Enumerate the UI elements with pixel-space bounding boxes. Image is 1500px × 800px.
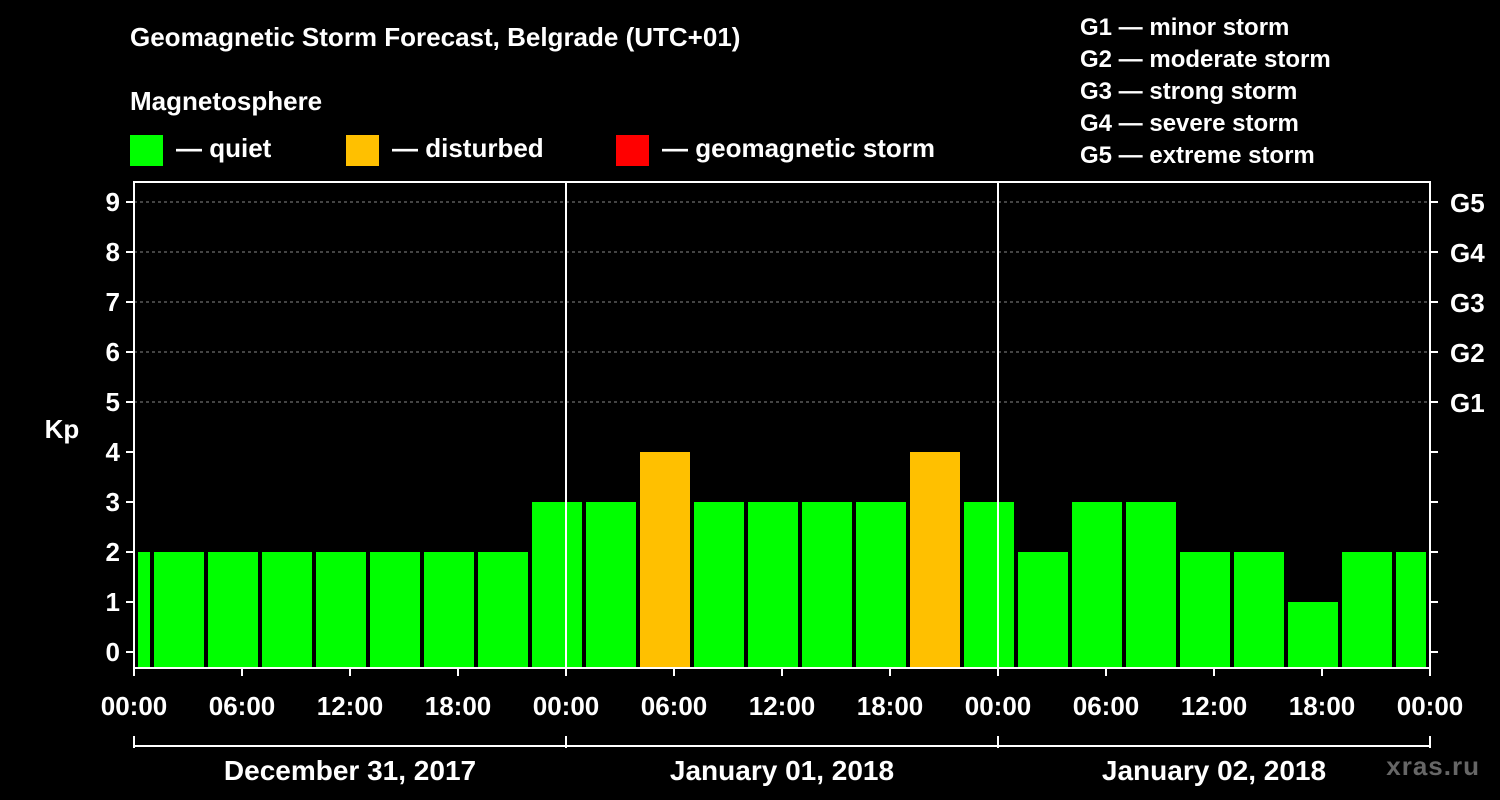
bar xyxy=(370,552,420,668)
x-tick-label: 18:00 xyxy=(425,691,492,721)
g-axis-label: G5 xyxy=(1450,188,1485,218)
bar xyxy=(802,502,852,668)
y-tick-label: 6 xyxy=(106,337,120,367)
g-scale-g2: G2 — moderate storm xyxy=(1080,46,1331,73)
x-tick-label: 06:00 xyxy=(209,691,276,721)
x-tick-label: 00:00 xyxy=(101,691,168,721)
bar xyxy=(1126,502,1176,668)
y-tick-label: 0 xyxy=(106,637,120,667)
date-label: December 31, 2017 xyxy=(224,755,476,786)
bar xyxy=(1180,552,1230,668)
x-tick-label: 18:00 xyxy=(1289,691,1356,721)
bar xyxy=(1342,552,1392,668)
legend-label-disturbed: — disturbed xyxy=(392,133,544,163)
legend-heading: Magnetosphere xyxy=(130,86,323,116)
bar xyxy=(586,502,636,668)
bar xyxy=(316,552,366,668)
legend-swatch-disturbed xyxy=(346,135,379,166)
g-scale-g3: G3 — strong storm xyxy=(1080,78,1298,105)
g-scale-g4: G4 — severe storm xyxy=(1080,110,1299,137)
bar xyxy=(154,552,204,668)
x-tick-label: 18:00 xyxy=(857,691,924,721)
y-tick-label: 4 xyxy=(106,437,121,467)
x-tick-label: 12:00 xyxy=(317,691,384,721)
bar xyxy=(1018,552,1068,668)
x-tick-label: 12:00 xyxy=(1181,691,1248,721)
bar xyxy=(424,552,474,668)
watermark: xras.ru xyxy=(1386,751,1480,781)
y-axis-label: Kp xyxy=(45,414,80,444)
g-axis-label: G1 xyxy=(1450,388,1485,418)
bar xyxy=(262,552,312,668)
x-tick-label: 00:00 xyxy=(965,691,1032,721)
x-tick-label: 06:00 xyxy=(641,691,708,721)
bar xyxy=(694,502,744,668)
bar xyxy=(532,502,582,668)
chart-title: Geomagnetic Storm Forecast, Belgrade (UT… xyxy=(130,22,741,52)
g-axis-label: G3 xyxy=(1450,288,1485,318)
x-tick-label: 12:00 xyxy=(749,691,816,721)
x-tick-label: 00:00 xyxy=(533,691,600,721)
bar xyxy=(138,552,150,668)
y-tick-label: 8 xyxy=(106,237,120,267)
bar xyxy=(478,552,528,668)
date-label: January 01, 2018 xyxy=(670,755,894,786)
legend-swatch-quiet xyxy=(130,135,163,166)
g-scale-g5: G5 — extreme storm xyxy=(1080,142,1315,169)
y-tick-label: 3 xyxy=(106,487,120,517)
y-tick-label: 2 xyxy=(106,537,120,567)
legend-swatch-storm xyxy=(616,135,649,166)
bar xyxy=(748,502,798,668)
g-axis-label: G2 xyxy=(1450,338,1485,368)
bar xyxy=(1072,502,1122,668)
y-tick-label: 1 xyxy=(106,587,120,617)
g-axis-label: G4 xyxy=(1450,238,1485,268)
bar xyxy=(910,452,960,668)
g-scale-g1: G1 — minor storm xyxy=(1080,14,1290,41)
legend-label-storm: — geomagnetic storm xyxy=(662,133,936,163)
g-scale-legend: G1 — minor storm G2 — moderate storm G3 … xyxy=(1080,12,1331,172)
date-label: January 02, 2018 xyxy=(1102,755,1326,786)
bar xyxy=(964,502,1014,668)
bar xyxy=(1234,552,1284,668)
bar xyxy=(1288,602,1338,668)
bar xyxy=(640,452,690,668)
x-tick-label: 00:00 xyxy=(1397,691,1464,721)
legend-label-quiet: — quiet xyxy=(176,133,272,163)
y-tick-label: 9 xyxy=(106,187,120,217)
y-tick-label: 7 xyxy=(106,287,120,317)
x-tick-label: 06:00 xyxy=(1073,691,1140,721)
bar xyxy=(208,552,258,668)
y-tick-label: 5 xyxy=(106,387,120,417)
bar xyxy=(856,502,906,668)
bar xyxy=(1396,552,1426,668)
